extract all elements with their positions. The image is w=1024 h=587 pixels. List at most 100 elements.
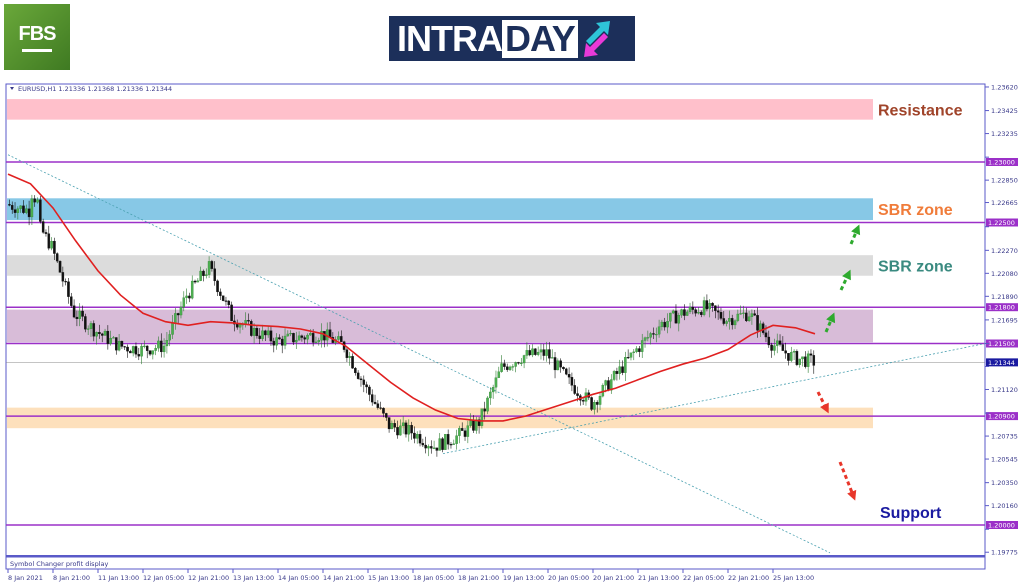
candle-body xyxy=(415,433,419,439)
dropdown-triangle-icon[interactable] xyxy=(10,87,14,90)
fbs-logo-text: FBS xyxy=(18,22,57,45)
candle-body xyxy=(55,253,59,262)
candle-body xyxy=(801,356,804,360)
candle-body xyxy=(449,444,453,446)
candle-body xyxy=(652,333,655,335)
level-price-label: 1.21800 xyxy=(988,304,1015,312)
candle-body xyxy=(117,340,121,351)
candle-body xyxy=(626,357,630,359)
candle-body xyxy=(41,221,45,233)
candle-body xyxy=(632,351,636,353)
candle-body xyxy=(179,306,183,316)
candle-body xyxy=(72,305,76,318)
candle-body xyxy=(612,371,616,380)
candle-body xyxy=(716,310,720,313)
current-price-tag xyxy=(986,358,1018,367)
candle-body xyxy=(143,345,146,347)
candle-body xyxy=(345,349,349,358)
candle-body xyxy=(469,420,472,426)
candle-body xyxy=(756,315,759,331)
candle-body xyxy=(536,351,540,355)
candle-body xyxy=(292,333,295,343)
candle-body xyxy=(286,333,290,337)
level-price-label: 1.21500 xyxy=(988,340,1015,348)
y-tick-label: 1.20350 xyxy=(991,479,1018,487)
indicator-panel xyxy=(5,556,986,570)
y-tick-label: 1.21890 xyxy=(991,293,1018,301)
candle-body xyxy=(505,366,509,370)
candle-body xyxy=(216,280,219,293)
candle-body xyxy=(320,331,323,341)
candle-body xyxy=(460,428,464,431)
candle-body xyxy=(494,377,498,388)
candle-body xyxy=(182,297,186,308)
candle-body xyxy=(525,350,529,356)
moving-average-line xyxy=(7,173,816,422)
candle-body xyxy=(98,332,101,335)
y-tick-label: 1.20160 xyxy=(991,502,1018,510)
candle-body xyxy=(100,333,104,336)
candle-body xyxy=(387,417,391,430)
candle-body xyxy=(247,320,250,322)
candle-body xyxy=(250,321,253,336)
candle-body xyxy=(252,327,256,336)
candle-body xyxy=(176,313,180,316)
candle-body xyxy=(258,335,261,339)
candle-body xyxy=(95,332,98,337)
candle-body xyxy=(472,420,475,431)
footer-text: Symbol Changer profit display xyxy=(10,560,108,568)
up-arrow-icon-head xyxy=(826,312,836,324)
x-tick-label: 22 Jan 05:00 xyxy=(683,574,724,582)
candle-body xyxy=(773,345,776,351)
candle-body xyxy=(317,340,321,343)
intraday-logo-text-a: INTRA xyxy=(397,17,503,59)
x-tick-label: 14 Jan 05:00 xyxy=(278,574,319,582)
candle-body xyxy=(761,323,765,333)
candle-body xyxy=(565,368,568,375)
candle-body xyxy=(134,346,138,355)
zone-3 xyxy=(7,309,873,343)
candle-body xyxy=(787,353,790,361)
candle-body xyxy=(438,438,441,451)
level-price-tag xyxy=(986,412,1018,421)
candle-body xyxy=(553,357,557,371)
candle-body xyxy=(309,333,312,336)
candle-body xyxy=(702,300,706,315)
down-arrow-icon-head xyxy=(847,489,857,501)
candle-body xyxy=(410,425,413,434)
candle-body xyxy=(269,330,273,342)
candle-body xyxy=(455,435,458,444)
candle-body xyxy=(151,350,155,355)
candle-body xyxy=(719,312,723,319)
candle-body xyxy=(739,313,742,315)
x-tick-label: 12 Jan 21:00 xyxy=(188,574,229,582)
level-price-label: 1.20900 xyxy=(988,413,1015,421)
up-arrow-icon-head xyxy=(851,224,861,236)
candle-body xyxy=(514,362,517,367)
trendline-up xyxy=(442,343,986,455)
level-price-tag xyxy=(986,218,1018,227)
candle-body xyxy=(379,407,382,409)
x-tick-label: 8 Jan 2021 xyxy=(8,574,43,582)
y-tick-label: 1.22850 xyxy=(991,177,1018,185)
candle-body xyxy=(266,330,270,336)
chart-header: EURUSD,H1 1.21336 1.21368 1.21336 1.2134… xyxy=(18,85,172,93)
candle-body xyxy=(33,198,36,203)
candle-body xyxy=(424,444,427,449)
candle-body xyxy=(289,333,292,335)
zone-label-1: SBR zone xyxy=(878,202,953,219)
candle-body xyxy=(508,366,512,370)
candle-body xyxy=(798,358,801,365)
candle-body xyxy=(36,199,39,203)
up-arrow-icon-shaft xyxy=(849,229,859,245)
candle-body xyxy=(463,430,467,437)
candle-body xyxy=(700,312,703,315)
candle-body xyxy=(84,316,87,330)
candle-body xyxy=(295,339,298,343)
candle-body xyxy=(109,337,112,344)
level-price-label: 1.23000 xyxy=(988,159,1015,167)
candle-body xyxy=(188,295,191,299)
candle-body xyxy=(300,335,304,338)
candle-body xyxy=(401,422,405,427)
